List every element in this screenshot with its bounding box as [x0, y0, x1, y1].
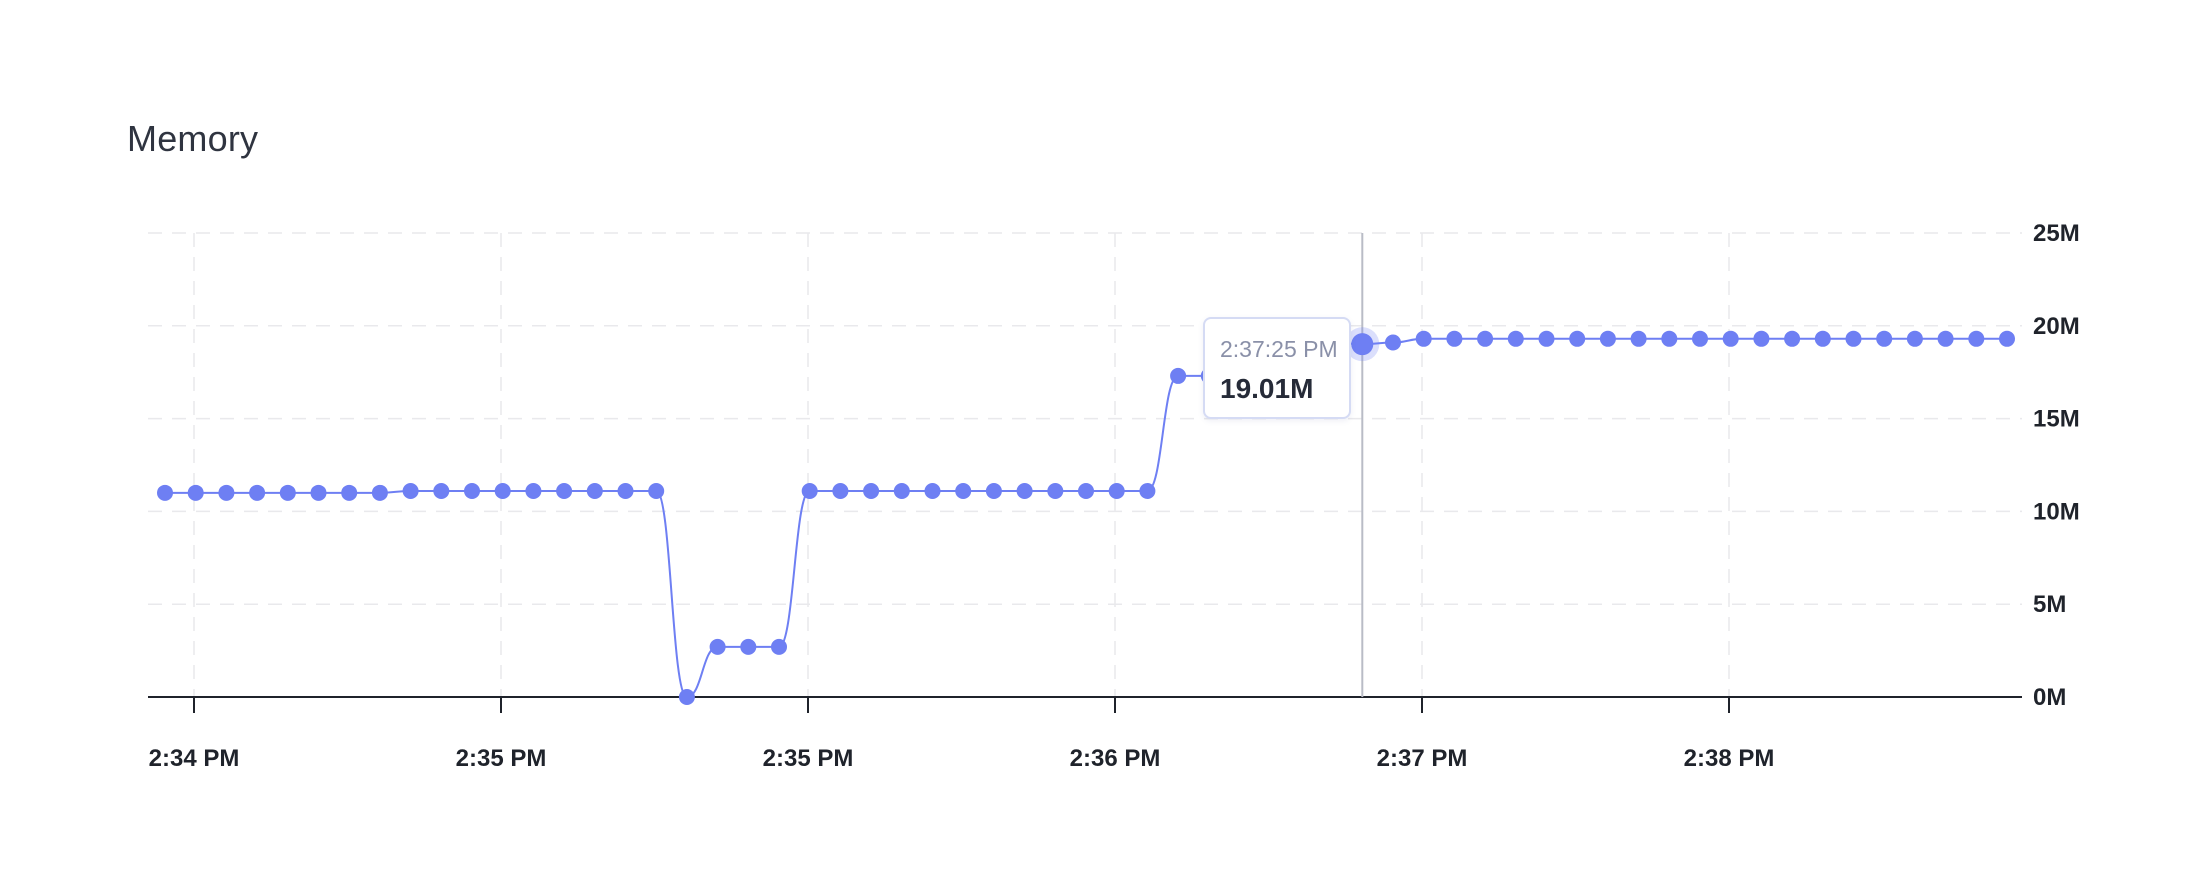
data-point[interactable]: [249, 484, 266, 501]
data-point[interactable]: [1937, 330, 1954, 347]
data-point[interactable]: [771, 638, 787, 655]
data-point[interactable]: [955, 482, 972, 499]
data-point[interactable]: [1108, 482, 1125, 499]
series-layer: [157, 330, 2015, 705]
x-tick-label: 2:36 PM: [1070, 745, 1161, 772]
tooltip-value: 19.01M: [1220, 373, 1314, 404]
data-point[interactable]: [985, 482, 1002, 499]
data-point[interactable]: [1569, 330, 1586, 347]
grid-layer: [148, 232, 2022, 697]
data-point[interactable]: [1538, 330, 1555, 347]
data-point[interactable]: [1477, 330, 1494, 347]
data-point[interactable]: [801, 482, 818, 499]
data-point[interactable]: [1968, 330, 1985, 347]
data-point[interactable]: [617, 482, 634, 499]
y-tick-label: 15M: [2033, 406, 2080, 433]
data-point[interactable]: [556, 482, 573, 499]
data-point[interactable]: [1047, 482, 1064, 499]
y-tick-label: 0M: [2033, 684, 2066, 711]
data-point[interactable]: [1016, 482, 1033, 499]
data-point[interactable]: [1415, 330, 1432, 347]
y-tick-label: 25M: [2033, 220, 2080, 247]
data-point[interactable]: [893, 482, 910, 499]
data-point[interactable]: [464, 482, 480, 499]
x-tick-label: 2:38 PM: [1684, 745, 1775, 772]
axis-layer: 25M 20M 15M 10M 5M 0M 2:34 PM 2:35 PM 2:35 PM 2:3…: [148, 220, 2080, 772]
data-point[interactable]: [1784, 330, 1801, 347]
data-point[interactable]: [1446, 330, 1463, 347]
data-point[interactable]: [310, 484, 327, 501]
data-point[interactable]: [1661, 330, 1678, 347]
data-point[interactable]: [1139, 482, 1156, 499]
data-point[interactable]: [1814, 330, 1831, 347]
data-point[interactable]: [586, 482, 603, 499]
x-tick-label: 2:34 PM: [149, 745, 240, 772]
data-point[interactable]: [371, 484, 388, 501]
data-point[interactable]: [709, 638, 726, 655]
tooltip-time: 2:37:25 PM: [1220, 336, 1338, 362]
y-tick-label: 5M: [2033, 591, 2066, 618]
y-tick-label: 10M: [2033, 498, 2080, 525]
data-point[interactable]: [863, 482, 880, 499]
data-point[interactable]: [1906, 330, 1923, 347]
data-point[interactable]: [648, 482, 665, 499]
hover-layer: [1345, 233, 1380, 697]
hover-tooltip: 2:37:25 PM 19.01M: [1203, 317, 1351, 419]
data-point[interactable]: [1385, 334, 1401, 351]
data-point[interactable]: [157, 484, 173, 501]
hover-data-point[interactable]: [1351, 333, 1374, 356]
x-tick-label: 2:35 PM: [456, 745, 547, 772]
data-point[interactable]: [678, 689, 695, 705]
data-point[interactable]: [494, 482, 511, 499]
data-point[interactable]: [433, 482, 450, 499]
data-point[interactable]: [1722, 330, 1739, 347]
y-tick-label: 20M: [2033, 313, 2080, 340]
data-point[interactable]: [1999, 330, 2015, 347]
x-tick-label: 2:37 PM: [1377, 745, 1468, 772]
data-point[interactable]: [1170, 367, 1187, 384]
data-point[interactable]: [832, 482, 849, 499]
data-point[interactable]: [218, 484, 235, 501]
data-point[interactable]: [924, 482, 941, 499]
data-point[interactable]: [740, 638, 757, 655]
data-point[interactable]: [1507, 330, 1524, 347]
data-point[interactable]: [1753, 330, 1770, 347]
data-point[interactable]: [1078, 482, 1094, 499]
data-point[interactable]: [525, 482, 542, 499]
chart-title: Memory: [127, 118, 259, 159]
data-point[interactable]: [1845, 330, 1862, 347]
data-point[interactable]: [187, 484, 204, 501]
data-point[interactable]: [1876, 330, 1893, 347]
x-tick-label: 2:35 PM: [763, 745, 854, 772]
data-point[interactable]: [1630, 330, 1647, 347]
data-point[interactable]: [341, 484, 358, 501]
data-point[interactable]: [402, 482, 419, 499]
data-point[interactable]: [1599, 330, 1616, 347]
data-point[interactable]: [279, 484, 296, 501]
data-point[interactable]: [1692, 330, 1708, 347]
memory-series-line: [164, 337, 2007, 699]
